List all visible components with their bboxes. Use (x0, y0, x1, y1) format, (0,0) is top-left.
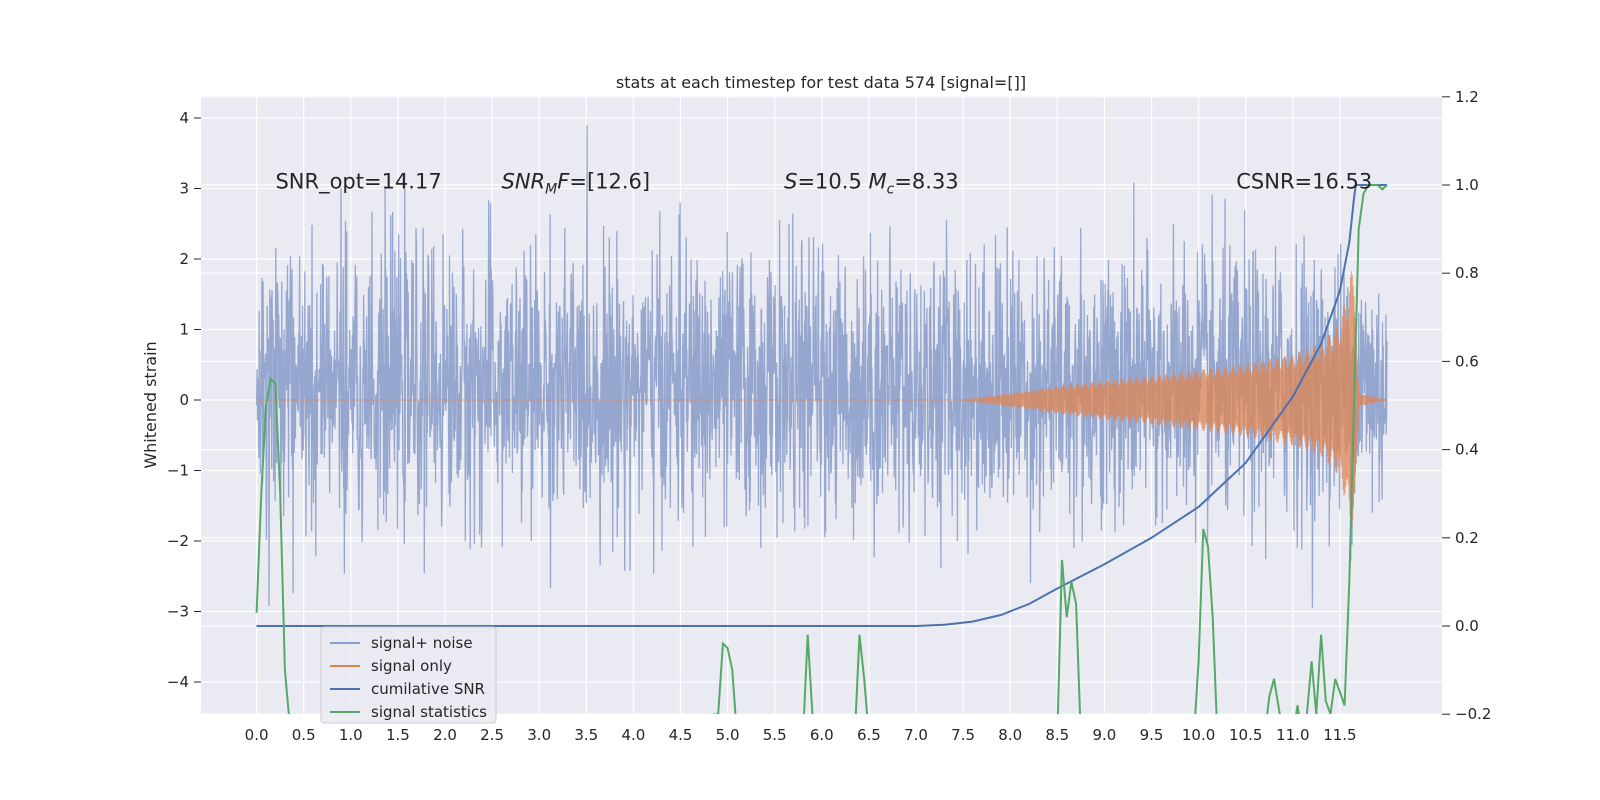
chart-title: stats at each timestep for test data 574… (616, 73, 1026, 92)
x-tick-label: 2.0 (433, 726, 457, 744)
y2-tick-label: 0.6 (1455, 352, 1479, 370)
x-tick-label: 6.5 (857, 726, 881, 744)
annotation-text: CSNR=16.53 (1236, 169, 1372, 193)
annotation-text: SNR_opt=14.17 (275, 169, 441, 194)
legend-label: signal statistics (371, 703, 487, 721)
y2-tick-label: 0.4 (1455, 441, 1479, 459)
y-tick-label: −3 (167, 603, 189, 621)
x-tick-label: 7.0 (904, 726, 928, 744)
annotation-text: SNRMF=[12.6] (502, 169, 651, 197)
y2-tick-label: −0.2 (1455, 705, 1491, 723)
x-tick-label: 1.0 (339, 726, 363, 744)
x-tick-label: 10.0 (1182, 726, 1215, 744)
x-axis-ticks: 0.0 0.5 1.0 1.5 2.0 2.5 3.0 3.5 4.0 4.5 5.0 5.5 6.0 6… (245, 726, 1357, 744)
y2-tick-label: 0.2 (1455, 529, 1479, 547)
x-tick-label: 8.5 (1045, 726, 1069, 744)
x-tick-label: 9.5 (1140, 726, 1164, 744)
x-tick-label: 4.0 (621, 726, 645, 744)
x-tick-label: 5.0 (716, 726, 740, 744)
x-tick-label: 11.5 (1323, 726, 1356, 744)
y-tick-label: 3 (179, 180, 189, 198)
annotation-part: M (545, 181, 557, 197)
y2-axis-ticks: −0.2 0.0 0.2 0.4 0.6 0.8 1.0 1.2 (1442, 88, 1491, 723)
x-tick-label: 9.0 (1092, 726, 1116, 744)
y-tick-label: −2 (167, 532, 189, 550)
x-tick-label: 1.5 (386, 726, 410, 744)
y-tick-label: 0 (179, 391, 189, 409)
y2-tick-label: 0.8 (1455, 264, 1479, 282)
series-signal-only-line (256, 271, 1388, 529)
annotation-part: =10.5 (797, 169, 868, 193)
legend-frame (320, 626, 497, 724)
y-tick-label: 2 (179, 250, 189, 268)
x-tick-label: 2.5 (480, 726, 504, 744)
x-tick-label: 5.5 (763, 726, 787, 744)
x-tick-label: 0.5 (292, 726, 316, 744)
series-signal-statistics-line (255, 184, 1388, 714)
annotation-part: F (557, 169, 570, 193)
annotation-part: SNR (502, 169, 546, 193)
x-tick-label: 10.5 (1229, 726, 1262, 744)
series-layer (255, 125, 1388, 714)
y-tick-label: −4 (167, 673, 189, 691)
x-tick-label: 8.0 (998, 726, 1022, 744)
legend-label: signal only (371, 657, 452, 675)
x-tick-label: 6.0 (810, 726, 834, 744)
x-tick-label: 7.5 (951, 726, 975, 744)
annotation-part: =[12.6] (569, 169, 650, 193)
x-tick-label: 3.5 (574, 726, 598, 744)
y2-tick-label: 0.0 (1455, 617, 1479, 635)
legend: signal+ noise signal only cumilative SNR si… (320, 626, 497, 724)
y-tick-label: 1 (179, 321, 189, 339)
annotation-part: S (784, 169, 797, 193)
x-tick-label: 3.0 (527, 726, 551, 744)
legend-label: signal+ noise (371, 634, 473, 652)
x-tick-label: 4.5 (669, 726, 693, 744)
y-axis-ticks: −4 −3 −2 −1 0 1 2 3 4 (167, 109, 201, 691)
y-axis-label: Whitened strain (141, 341, 160, 468)
y-tick-label: 4 (179, 109, 189, 127)
x-tick-label: 0.0 (245, 726, 269, 744)
annotation-part: SNR_opt=14.17 (275, 169, 441, 194)
legend-label: cumilative SNR (371, 680, 485, 698)
y-tick-label: −1 (167, 462, 189, 480)
y2-tick-label: 1.2 (1455, 88, 1479, 106)
annotation-text: S=10.5 Mc=8.33 (784, 169, 959, 197)
series-signal-noise-line (255, 125, 1388, 609)
annotation-part: =8.33 (894, 169, 958, 193)
annotation-part: CSNR=16.53 (1236, 169, 1372, 193)
annotation-part: M (868, 169, 886, 193)
x-tick-label: 11.0 (1276, 726, 1309, 744)
annotation-part: c (887, 181, 895, 197)
annotations: SNR_opt=14.17 SNRMF=[12.6] S=10.5 Mc=8.33 C… (275, 169, 1372, 197)
y2-tick-label: 1.0 (1455, 176, 1479, 194)
series-cumulative-snr-line (256, 184, 1387, 627)
